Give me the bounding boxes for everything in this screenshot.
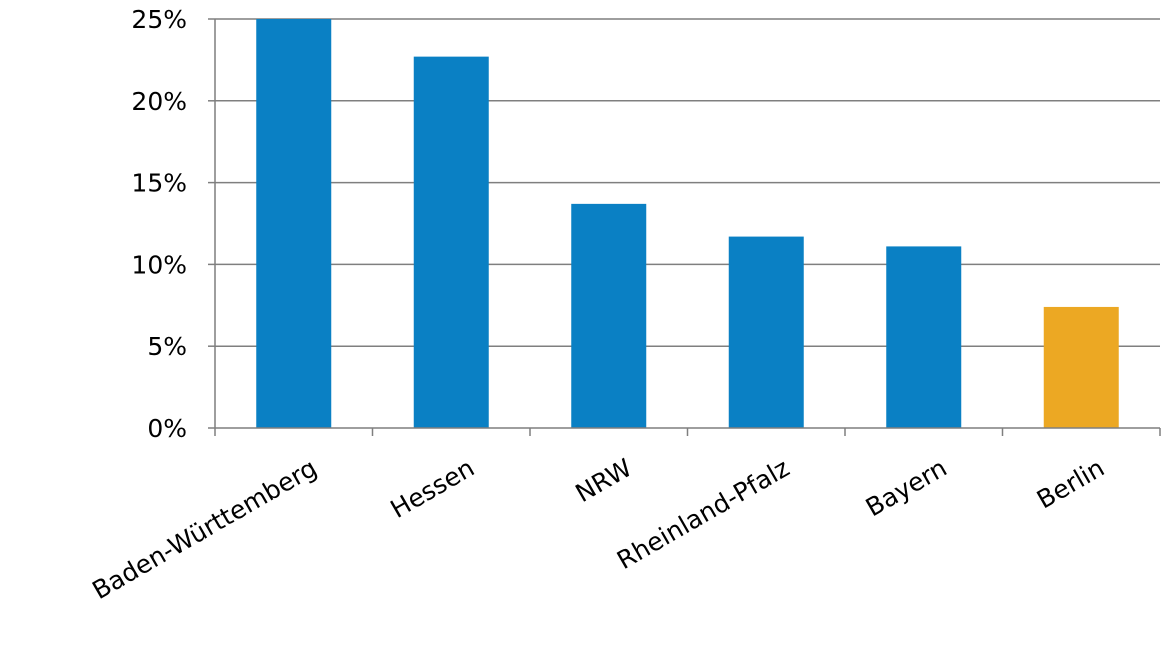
x-category-label: Rheinland-Pfalz xyxy=(612,453,794,575)
y-tick-label: 20% xyxy=(131,87,187,116)
bar-rheinland-pfalz xyxy=(728,236,804,428)
bar-hessen xyxy=(413,56,489,429)
axes xyxy=(208,18,1161,436)
x-category-labels: Baden-Württemberg Hessen NRWRheinland-Pfal… xyxy=(87,453,1109,605)
x-category-label: Baden-Württemberg xyxy=(87,453,321,605)
gridlines xyxy=(215,18,1160,347)
y-tick-label: 25% xyxy=(131,5,187,34)
y-tick-label: 15% xyxy=(131,169,187,198)
bar-berlin xyxy=(1043,306,1119,428)
bars xyxy=(256,19,1119,429)
bar-bayern xyxy=(886,246,962,428)
y-tick-label: 5% xyxy=(147,332,187,361)
x-category-label: Bayern xyxy=(861,453,952,522)
y-tick-label: 10% xyxy=(131,250,187,279)
bar-baden-w-rttemberg xyxy=(256,19,332,428)
y-tick-label: 0% xyxy=(147,414,187,443)
y-tick-labels: 0% 5% 10% 15% 20% 25% xyxy=(131,5,187,443)
x-category-label: Berlin xyxy=(1032,453,1109,514)
x-category-label: NRW xyxy=(570,453,636,508)
x-category-label: Hessen xyxy=(386,453,480,524)
bar-nrw xyxy=(571,203,647,428)
